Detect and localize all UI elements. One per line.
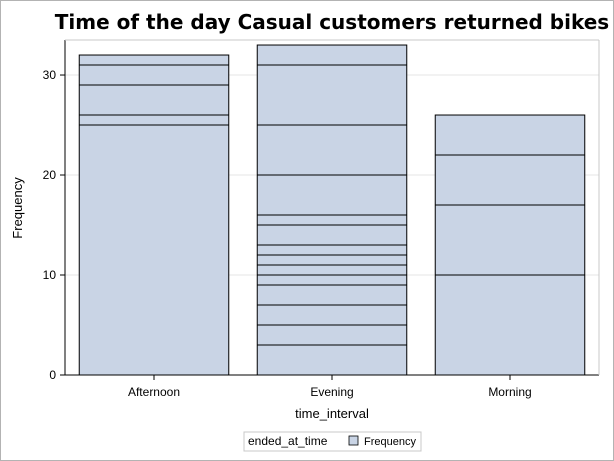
x-axis-title: time_interval	[295, 406, 369, 421]
bar	[256, 44, 408, 376]
legend-entry-frequency: Frequency	[364, 436, 416, 448]
y-axis-title: Frequency	[10, 177, 25, 239]
legend-swatch	[348, 435, 359, 446]
bar-group	[434, 114, 586, 376]
y-tick-label: 20	[43, 168, 57, 182]
x-tick-label: Morning	[488, 385, 531, 399]
x-tick-label: Afternoon	[128, 385, 180, 399]
legend-title: ended_at_time	[248, 434, 328, 448]
legend: ended_at_time Frequency	[243, 431, 422, 452]
y-tick-label: 0	[49, 368, 56, 382]
chart-title: Time of the day Casual customers returne…	[55, 10, 609, 34]
y-tick-label: 10	[43, 268, 57, 282]
bar-group	[256, 44, 408, 376]
legend-box	[243, 431, 422, 452]
bar-group	[78, 54, 230, 376]
y-tick-label: 30	[43, 68, 57, 82]
bar	[78, 54, 230, 376]
bar	[434, 114, 586, 376]
x-tick-label: Evening	[310, 385, 353, 399]
tick-marks: 0 10 20 30 Afternoon Evening Morning	[43, 68, 532, 399]
bars	[78, 44, 586, 376]
